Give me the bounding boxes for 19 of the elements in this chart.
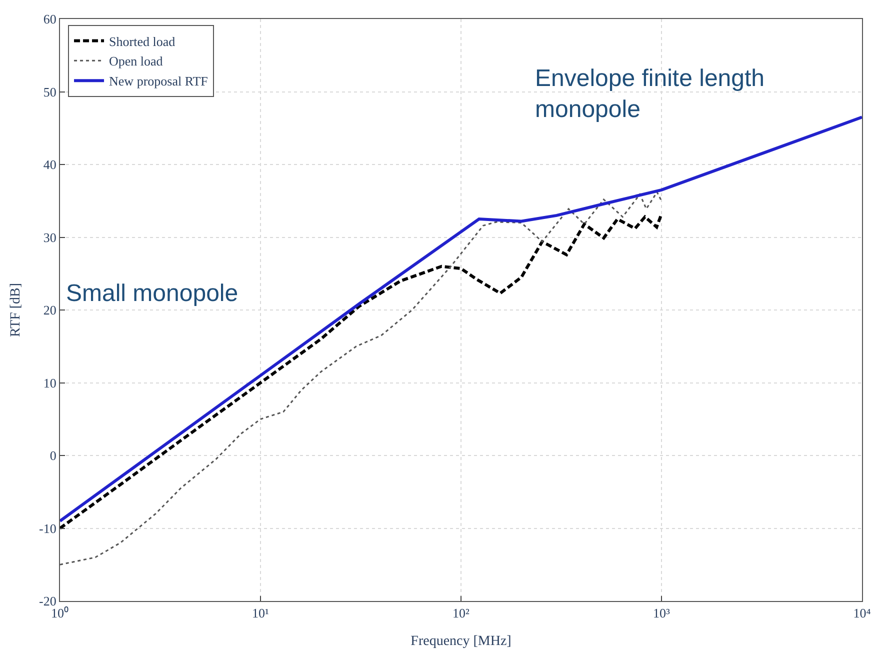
y-tick-label: 20 [43, 302, 56, 318]
y-tick-label: 30 [43, 230, 56, 245]
y-tick-label: -10 [39, 520, 56, 536]
legend-label: Open load [109, 54, 164, 69]
x-tick-label: 10¹ [252, 606, 270, 621]
y-axis-title: RTF [dB] [8, 283, 24, 337]
x-tick-label: 10⁴ [853, 606, 872, 621]
x-tick-label: 10² [452, 606, 470, 621]
x-axis-title: Frequency [MHz] [410, 634, 512, 649]
y-tick-label: 40 [43, 157, 56, 172]
x-tick-label: 10³ [653, 606, 670, 621]
legend-label: Shorted load [109, 34, 176, 49]
annotation: Envelope finite length monopole [535, 65, 764, 124]
y-tick-label: 0 [50, 448, 56, 464]
annotation: Small monopole [66, 280, 238, 307]
y-tick-label: 60 [43, 12, 56, 27]
legend-label: New proposal RTF [109, 74, 208, 89]
y-tick-label: 10 [43, 375, 56, 390]
y-tick-label: 50 [43, 84, 56, 100]
